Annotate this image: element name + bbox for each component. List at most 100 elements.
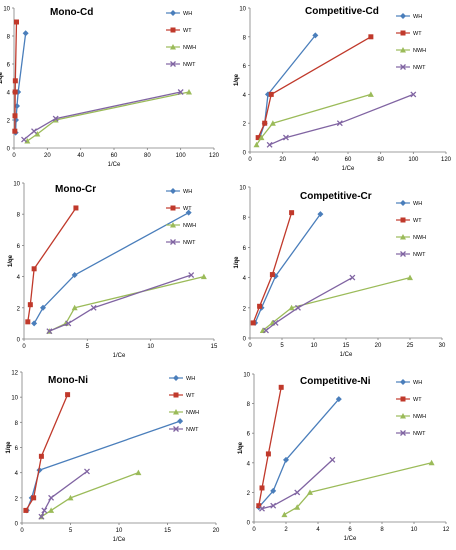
x-tick-label: 40 — [77, 153, 84, 159]
y-axis-label: 1/qe — [6, 441, 12, 454]
data-point-nwt — [329, 456, 336, 463]
x-tick-label: 0 — [12, 153, 16, 159]
legend-marker-wh — [400, 200, 406, 206]
data-point-wt — [257, 303, 263, 309]
series-wh — [252, 211, 324, 326]
y-tick-label: 0 — [17, 338, 21, 344]
series-wt — [250, 210, 295, 326]
series-wt — [25, 205, 79, 325]
series-line-nwt — [40, 470, 88, 517]
data-point-wt — [12, 78, 18, 84]
y-tick-label: 2 — [15, 496, 19, 502]
y-tick-label: 8 — [243, 35, 247, 41]
x-axis-label: 1/Ce — [113, 353, 126, 359]
legend-entry-nwt: NWT — [186, 427, 199, 433]
y-tick-label: 8 — [247, 402, 251, 408]
data-point-wt — [368, 34, 374, 40]
legend-entry-nwt: NWT — [183, 240, 196, 246]
series-line-nwt — [269, 93, 414, 146]
x-tick-label: 20 — [213, 528, 220, 534]
x-tick-label: 10 — [311, 343, 318, 349]
y-tick-label: 8 — [7, 35, 11, 41]
y-axis-label: 1/qe — [234, 256, 240, 269]
series-line-nwh — [284, 462, 432, 516]
data-point-nwt — [65, 320, 72, 327]
y-tick-label: 2 — [243, 306, 247, 312]
x-tick-label: 80 — [144, 153, 151, 159]
legend: WH WT NWH NWT — [396, 13, 426, 71]
data-point-wt — [278, 384, 284, 390]
chart-title: Mono-Ni — [48, 375, 88, 386]
legend: WH WT NWH NWT — [396, 379, 426, 437]
legend-entry-wh: WH — [413, 14, 422, 20]
legend-marker-wh — [400, 379, 406, 385]
y-tick-label: 0 — [243, 151, 247, 157]
data-point-nwt — [46, 328, 53, 335]
data-point-nwt — [177, 89, 184, 95]
legend-marker-nwh — [400, 234, 406, 240]
legend-entry-wt: WT — [183, 206, 192, 212]
legend-marker-nwt — [400, 430, 406, 436]
x-tick-label: 15 — [211, 344, 218, 350]
series-line-nwh — [49, 275, 205, 332]
series-line-wh — [254, 213, 321, 324]
y-axis-label: 1/qe — [234, 73, 240, 86]
data-point-nwh — [407, 274, 413, 281]
data-point-nwt — [41, 507, 48, 514]
y-tick-label: 6 — [15, 446, 19, 452]
series-wh — [31, 209, 192, 327]
x-tick-label: 5 — [280, 343, 284, 349]
chart-title: Mono-Cr — [55, 184, 96, 195]
data-point-nwh — [253, 141, 260, 148]
data-point-nwt — [270, 502, 277, 509]
series-nwt — [21, 89, 184, 143]
y-axis-label: 1/qe — [0, 71, 4, 84]
chart-panel-5: 0 2 4 6 8 10 12 0 5 10 15 20 1/Ce 1/qe Mono-Ni WH WT NWH N… — [6, 371, 220, 544]
data-point-wh — [270, 487, 277, 494]
series-wt — [255, 34, 374, 141]
series-nwt — [38, 468, 90, 520]
legend-marker-nwt — [400, 64, 406, 70]
series-line-nwh — [41, 472, 139, 518]
data-point-wt — [12, 128, 18, 134]
data-point-nwh — [269, 120, 276, 126]
data-point-nwt — [266, 141, 273, 148]
series-line-nwt — [265, 277, 353, 331]
legend-entry-nwh: NWH — [183, 45, 196, 51]
data-point-nwh — [367, 91, 374, 97]
data-point-nwh — [67, 494, 74, 501]
legend-marker-nwh — [170, 222, 176, 228]
data-point-wh — [15, 89, 22, 95]
legend-marker-wt — [400, 217, 406, 223]
data-point-nwh — [52, 117, 59, 123]
y-tick-label: 0 — [247, 521, 251, 527]
legend-entry-wt: WT — [183, 28, 192, 34]
data-point-nwt — [188, 272, 195, 278]
data-point-wh — [177, 418, 184, 425]
y-tick-label: 4 — [243, 276, 247, 282]
legend-entry-wt: WT — [413, 397, 422, 403]
y-tick-label: 2 — [17, 306, 21, 312]
data-point-wh — [22, 30, 29, 37]
series-nwt — [263, 274, 356, 334]
series-wt — [12, 19, 19, 134]
y-tick-label: 6 — [243, 64, 247, 70]
legend-entry-wh: WH — [183, 189, 192, 195]
x-tick-label: 100 — [176, 153, 187, 159]
x-tick-label: 60 — [111, 153, 118, 159]
data-point-nwt — [272, 319, 279, 326]
data-point-wt — [12, 113, 18, 119]
y-axis-label: 1/qe — [238, 441, 244, 454]
data-point-wt — [250, 320, 256, 326]
series-wt — [256, 384, 284, 509]
data-point-wt — [73, 205, 79, 211]
legend-marker-wh — [400, 13, 406, 19]
legend-marker-nwh — [173, 409, 179, 415]
legend: WH WT NWH NWT — [169, 375, 199, 433]
x-tick-label: 4 — [316, 527, 320, 533]
series-line-nwh — [26, 91, 190, 142]
data-point-nwh — [288, 304, 295, 311]
y-tick-label: 8 — [17, 213, 21, 219]
